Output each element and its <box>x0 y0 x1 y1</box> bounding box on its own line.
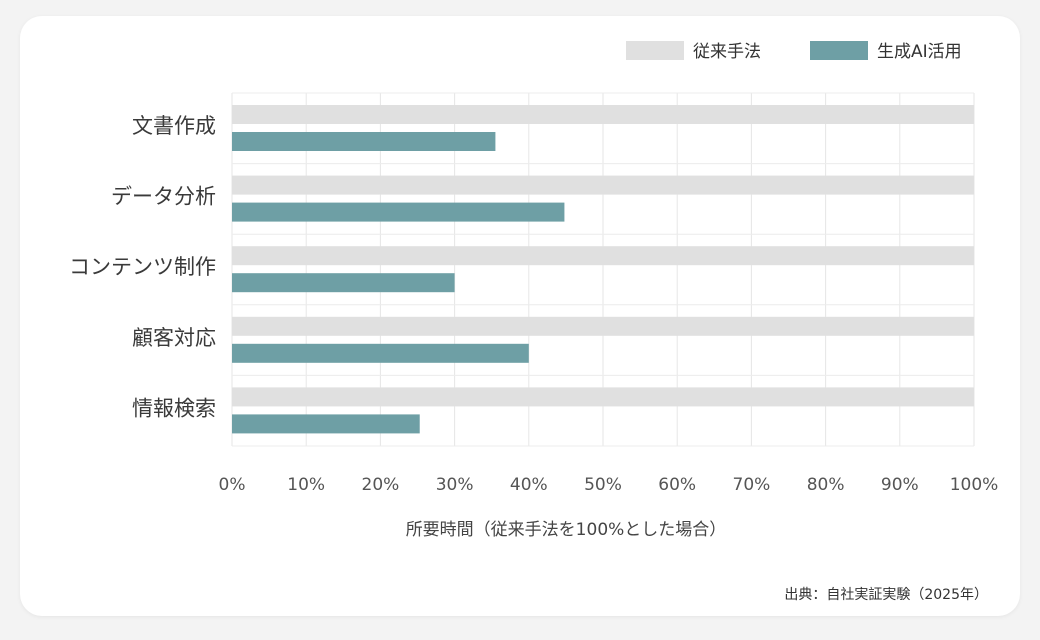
legend: 従来手法 生成AI活用 <box>626 41 962 62</box>
x-tick-label: 40% <box>510 475 548 495</box>
x-tick-label: 90% <box>881 475 919 495</box>
x-tick-label: 30% <box>436 475 474 495</box>
x-tick-labels: 0% 10% 20% 30% 40% 50% 60% 70% 80% 90% 100% <box>219 475 999 495</box>
source-note: 出典：自社実証実験（2025年） <box>784 587 988 603</box>
bar-traditional <box>232 316 974 336</box>
x-axis-title: 所要時間（従来手法を100%とした場合） <box>406 520 727 540</box>
bar-traditional <box>232 387 974 407</box>
bar-traditional <box>232 105 974 124</box>
bar-generative-ai <box>232 202 565 222</box>
bar-generative-ai <box>232 132 496 151</box>
legend-swatch-generative-ai <box>810 41 868 60</box>
bar-traditional <box>232 246 974 266</box>
x-tick-label: 20% <box>362 475 400 495</box>
category-label: コンテンツ制作 <box>69 255 216 279</box>
bar-generative-ai <box>232 273 455 293</box>
category-label: 文書作成 <box>132 114 216 138</box>
x-tick-label: 10% <box>287 475 325 495</box>
legend-swatch-traditional <box>626 41 684 60</box>
category-label: データ分析 <box>111 185 216 209</box>
bars <box>232 105 974 434</box>
x-tick-label: 50% <box>584 475 622 495</box>
x-tick-label: 60% <box>658 475 696 495</box>
legend-label-generative-ai: 生成AI活用 <box>877 42 962 62</box>
category-label: 情報検索 <box>132 396 216 420</box>
category-label: 顧客対応 <box>132 326 216 350</box>
x-tick-label: 70% <box>733 475 771 495</box>
x-tick-label: 80% <box>807 475 845 495</box>
bar-generative-ai <box>232 343 529 363</box>
bar-generative-ai <box>232 414 420 434</box>
x-tick-label: 0% <box>219 475 246 495</box>
grid-lines <box>231 92 975 447</box>
bar-traditional <box>232 175 974 195</box>
legend-label-traditional: 従来手法 <box>693 42 761 62</box>
x-tick-label: 100% <box>950 475 999 495</box>
